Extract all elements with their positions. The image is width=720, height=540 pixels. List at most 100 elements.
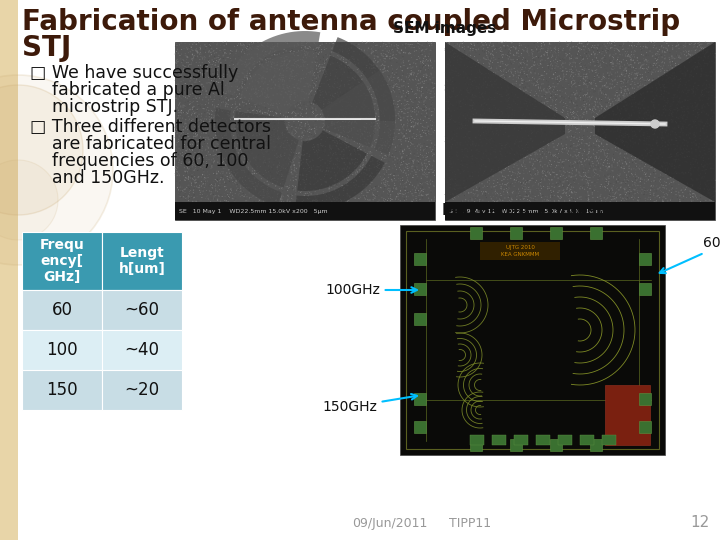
Point bbox=[267, 91, 279, 100]
Point bbox=[366, 169, 378, 178]
Point bbox=[470, 179, 482, 187]
Point bbox=[410, 191, 421, 199]
Point bbox=[405, 112, 417, 121]
Point bbox=[543, 62, 554, 71]
Point bbox=[302, 50, 313, 59]
Point bbox=[219, 168, 230, 177]
Point bbox=[333, 114, 345, 123]
Point bbox=[247, 96, 258, 105]
Point bbox=[641, 108, 652, 117]
Point bbox=[543, 167, 554, 176]
Point bbox=[684, 145, 696, 153]
Point bbox=[507, 145, 518, 153]
Point bbox=[284, 57, 295, 66]
Point bbox=[191, 78, 202, 87]
Point bbox=[624, 172, 636, 181]
Point bbox=[206, 56, 217, 65]
Point bbox=[342, 179, 354, 188]
Point bbox=[459, 42, 471, 51]
Point bbox=[553, 193, 564, 202]
Point bbox=[566, 79, 577, 87]
Point bbox=[269, 141, 280, 150]
Point bbox=[212, 107, 224, 116]
Point bbox=[690, 141, 702, 150]
Point bbox=[354, 92, 365, 100]
Point bbox=[695, 43, 706, 51]
Point bbox=[595, 131, 607, 139]
Point bbox=[248, 59, 260, 68]
Point bbox=[316, 85, 328, 93]
Point bbox=[466, 53, 477, 62]
Point bbox=[397, 86, 409, 94]
Point bbox=[369, 86, 381, 94]
Point bbox=[466, 102, 477, 110]
Point bbox=[550, 55, 562, 64]
Point bbox=[580, 103, 592, 111]
Point bbox=[370, 136, 382, 144]
Point bbox=[402, 143, 413, 151]
Point bbox=[462, 136, 473, 145]
Point bbox=[423, 129, 434, 138]
Point bbox=[405, 178, 416, 186]
Point bbox=[449, 185, 461, 194]
Point bbox=[452, 177, 464, 185]
Point bbox=[389, 178, 400, 187]
Point bbox=[611, 179, 622, 187]
Point bbox=[575, 185, 586, 193]
Point bbox=[289, 130, 300, 139]
Point bbox=[685, 67, 697, 76]
Point bbox=[476, 184, 487, 192]
Point bbox=[272, 171, 284, 179]
Point bbox=[341, 103, 352, 112]
Point bbox=[350, 169, 361, 178]
Point bbox=[585, 100, 597, 109]
Point bbox=[616, 196, 627, 205]
Point bbox=[470, 63, 482, 72]
Point bbox=[297, 74, 309, 83]
Point bbox=[528, 39, 540, 48]
Point bbox=[397, 92, 408, 101]
Point bbox=[351, 74, 362, 83]
Point bbox=[476, 187, 487, 196]
Point bbox=[638, 110, 649, 118]
Point bbox=[333, 167, 345, 176]
Point bbox=[384, 148, 395, 157]
Point bbox=[335, 150, 346, 159]
Point bbox=[302, 165, 314, 173]
Point bbox=[203, 73, 215, 82]
Point bbox=[448, 191, 459, 200]
Point bbox=[326, 53, 338, 62]
Point bbox=[244, 71, 256, 80]
Point bbox=[570, 110, 582, 118]
Point bbox=[384, 89, 395, 98]
Point bbox=[239, 84, 251, 93]
Point bbox=[401, 112, 413, 121]
Point bbox=[393, 129, 405, 138]
Point bbox=[675, 136, 686, 145]
Point bbox=[414, 48, 426, 57]
Point bbox=[513, 49, 524, 58]
Point bbox=[450, 179, 462, 188]
Point bbox=[533, 140, 544, 149]
Point bbox=[668, 105, 680, 113]
Point bbox=[429, 141, 441, 150]
Point bbox=[203, 127, 215, 136]
Point bbox=[270, 108, 282, 117]
Point bbox=[537, 89, 549, 97]
Point bbox=[360, 39, 372, 48]
Point bbox=[575, 52, 586, 60]
Point bbox=[423, 65, 434, 73]
Point bbox=[302, 155, 314, 164]
Point bbox=[367, 157, 379, 165]
Point bbox=[528, 168, 540, 177]
Point bbox=[395, 161, 406, 170]
Point bbox=[630, 163, 642, 171]
Point bbox=[235, 192, 246, 201]
Point bbox=[369, 43, 380, 51]
Point bbox=[367, 192, 379, 200]
Point bbox=[598, 171, 610, 179]
Point bbox=[477, 154, 489, 163]
Point bbox=[671, 47, 683, 56]
Point bbox=[500, 50, 512, 59]
Point bbox=[700, 46, 711, 55]
